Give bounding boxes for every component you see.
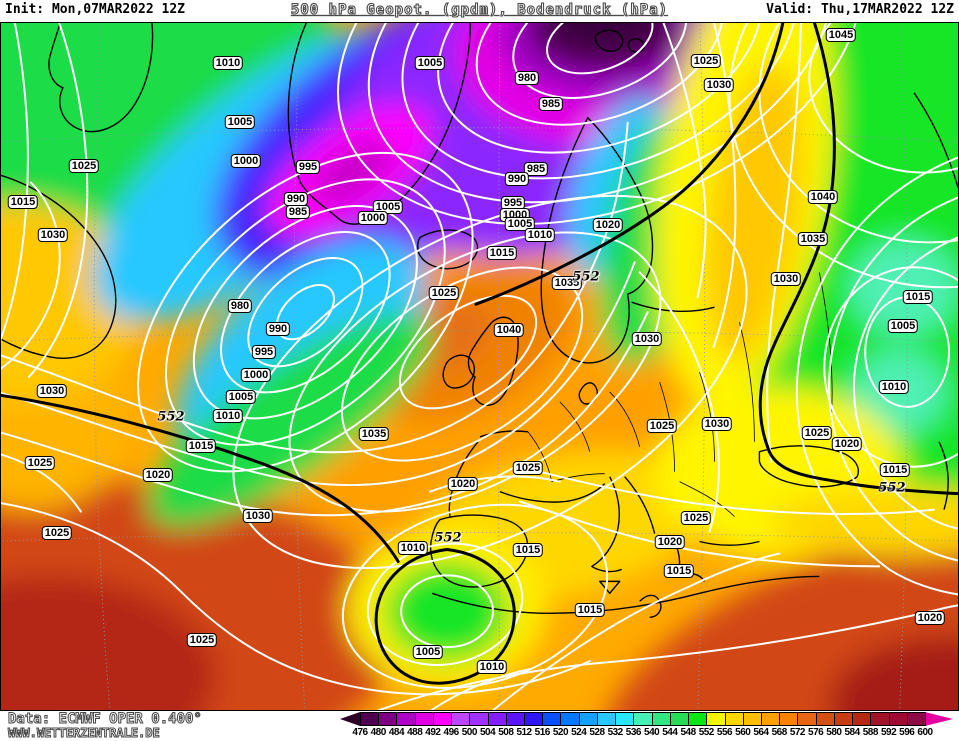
colorbar-tick: 532: [607, 727, 624, 738]
colorbar-tick: 540: [644, 727, 660, 738]
colorbar-cell: [742, 712, 762, 726]
colorbar-tick: 568: [771, 727, 788, 738]
colorbar: 476 480 484 488 492 496 500 504 508 512 516 520 524 5…: [0, 711, 959, 741]
colorbar-cell: [815, 712, 835, 726]
footer-bar: Data: ECMWF OPER 0.400° WWW.WETTERZENTRA…: [0, 711, 959, 741]
colorbar-tick: 508: [498, 727, 514, 738]
colorbar-cell: [560, 712, 580, 726]
colorbar-tick: 600: [917, 727, 933, 738]
colorbar-tick: 528: [589, 727, 605, 738]
colorbar-cell: [451, 712, 471, 726]
colorbar-cell: [378, 712, 398, 726]
colorbar-cell: [797, 712, 817, 726]
colorbar-tick: 536: [625, 727, 642, 738]
graticule: [1, 23, 958, 710]
colorbar-cell: [633, 712, 653, 726]
geopotential-contours: [1, 23, 958, 685]
colorbar-cell: [360, 712, 380, 726]
map-title: 500 hPa Geopot. (gpdm), Bodendruck (hPa): [290, 2, 669, 19]
colorbar-cell: [706, 712, 726, 726]
colorbar-cell: [651, 712, 671, 726]
colorbar-cell: [542, 712, 562, 726]
coastlines: [1, 23, 958, 618]
colorbar-cell: [852, 712, 872, 726]
colorbar-tick: 576: [808, 727, 824, 738]
colorbar-cell: [779, 712, 799, 726]
colorbar-cell: [760, 712, 781, 726]
colorbar-tick: 520: [552, 727, 569, 738]
colorbar-cell: [906, 712, 926, 726]
colorbar-tick: 500: [461, 727, 478, 738]
colorbar-tick: 488: [407, 727, 423, 738]
colorbar-cell: [414, 712, 434, 726]
colorbar-cell: [505, 712, 526, 726]
data-source-label: Data: ECMWF OPER 0.400°: [8, 711, 203, 728]
colorbar-cell: [432, 712, 453, 726]
colorbar-tick: 548: [680, 727, 696, 738]
colorbar-tick: 588: [862, 727, 879, 738]
colorbar-cell: [669, 712, 690, 726]
colorbar-cell: [870, 712, 890, 726]
valid-time-label: Valid: Thu,17MAR2022 12Z: [766, 2, 954, 17]
colorbar-tick: 552: [698, 727, 715, 738]
colorbar-tick: 484: [388, 727, 405, 738]
init-time-label: Init: Mon,07MAR2022 12Z: [5, 2, 186, 17]
colorbar-cell: [888, 712, 908, 726]
colorbar-tick: 492: [425, 727, 441, 738]
weather-map-canvas: [1, 23, 958, 710]
colorbar-tick: 516: [534, 727, 551, 738]
colorbar-tick: 504: [479, 727, 496, 738]
colorbar-tick: 512: [516, 727, 532, 738]
colorbar-cell: [615, 712, 635, 726]
colorbar-cell: [396, 712, 416, 726]
colorbar-cell: [833, 712, 854, 726]
colorbar-tick: 560: [735, 727, 751, 738]
colorbar-tick: 556: [716, 727, 733, 738]
colorbar-cell: [524, 712, 544, 726]
colorbar-cell: [724, 712, 744, 726]
colorbar-tick: 584: [844, 727, 861, 738]
colorbar-tick: 524: [571, 727, 587, 738]
colorbar-tick: 496: [443, 727, 460, 738]
colorbar-cell: [596, 712, 617, 726]
colorbar-tick: 580: [826, 727, 842, 738]
colorbar-left-arrow-icon: [340, 712, 360, 726]
colorbar-right-arrow-icon: [925, 712, 953, 726]
header-bar: Init: Mon,07MAR2022 12Z 500 hPa Geopot. …: [0, 0, 959, 22]
colorbar-tick: 544: [662, 727, 678, 738]
colorbar-cell: [688, 712, 708, 726]
colorbar-cell: [578, 712, 598, 726]
map-container: [0, 22, 959, 711]
colorbar-tick: 592: [880, 727, 897, 738]
website-label: WWW.WETTERZENTRALE.DE: [8, 726, 161, 741]
colorbar-tick: 480: [370, 727, 387, 738]
colorbar-tick: 476: [352, 727, 368, 738]
colorbar-tick: 596: [899, 727, 915, 738]
colorbar-tick: 572: [789, 727, 806, 738]
colorbar-tick: 564: [753, 727, 769, 738]
colorbar-cell: [469, 712, 489, 726]
colorbar-cell: [487, 712, 507, 726]
